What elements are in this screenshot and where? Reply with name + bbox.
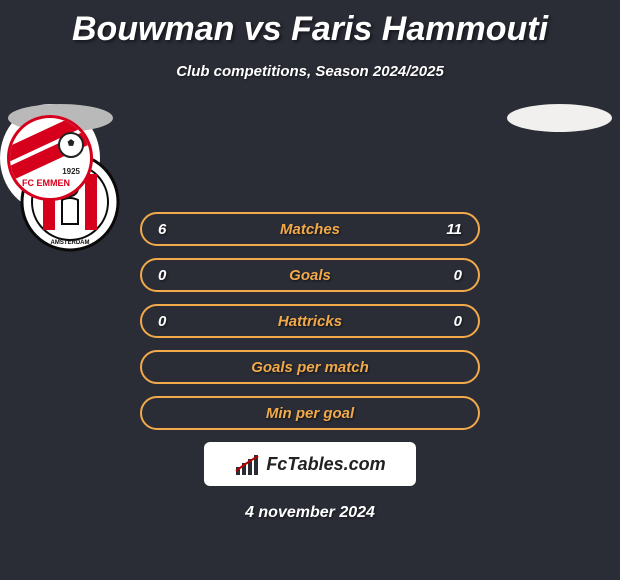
player-right-oval bbox=[507, 104, 612, 132]
stat-label: Goals per match bbox=[251, 359, 369, 376]
stat-row: 6 Matches 11 bbox=[140, 212, 480, 246]
stat-value-left: 6 bbox=[158, 221, 178, 238]
ball-icon bbox=[58, 132, 84, 158]
page-title: Bouwman vs Faris Hammouti bbox=[0, 0, 620, 49]
stat-label: Goals bbox=[289, 267, 331, 284]
stat-row: 0 Hattricks 0 bbox=[140, 304, 480, 338]
stat-row: Min per goal bbox=[140, 396, 480, 430]
subtitle: Club competitions, Season 2024/2025 bbox=[0, 63, 620, 80]
stat-row: Goals per match bbox=[140, 350, 480, 384]
chart-icon bbox=[234, 453, 260, 475]
comparison-content: AJAX AMSTERDAM 1925 FC EMMEN 6Matches110… bbox=[0, 104, 620, 522]
attribution-text: FcTables.com bbox=[266, 454, 385, 475]
stat-label: Matches bbox=[280, 221, 340, 238]
stat-row: 0 Goals 0 bbox=[140, 258, 480, 292]
stat-value-left: 0 bbox=[158, 267, 178, 284]
attribution-badge: FcTables.com bbox=[204, 442, 416, 486]
crest-left-bottom-text: AMSTERDAM bbox=[51, 240, 90, 246]
stat-value-right: 0 bbox=[442, 267, 462, 284]
stat-value-left: 0 bbox=[158, 313, 178, 330]
crest-right-year: 1925 bbox=[62, 167, 80, 176]
stat-value-right: 11 bbox=[442, 221, 462, 238]
stat-label: Min per goal bbox=[266, 405, 354, 422]
stat-label: Hattricks bbox=[278, 313, 342, 330]
stats-list: 6 Matches 11 0 Goals 0 0 Hattricks 0 Goals per ma… bbox=[140, 212, 480, 430]
stat-value-right: 0 bbox=[442, 313, 462, 330]
date-text: 4 november 2024 bbox=[0, 504, 620, 522]
crest-right-text: FC EMMEN bbox=[22, 179, 70, 188]
